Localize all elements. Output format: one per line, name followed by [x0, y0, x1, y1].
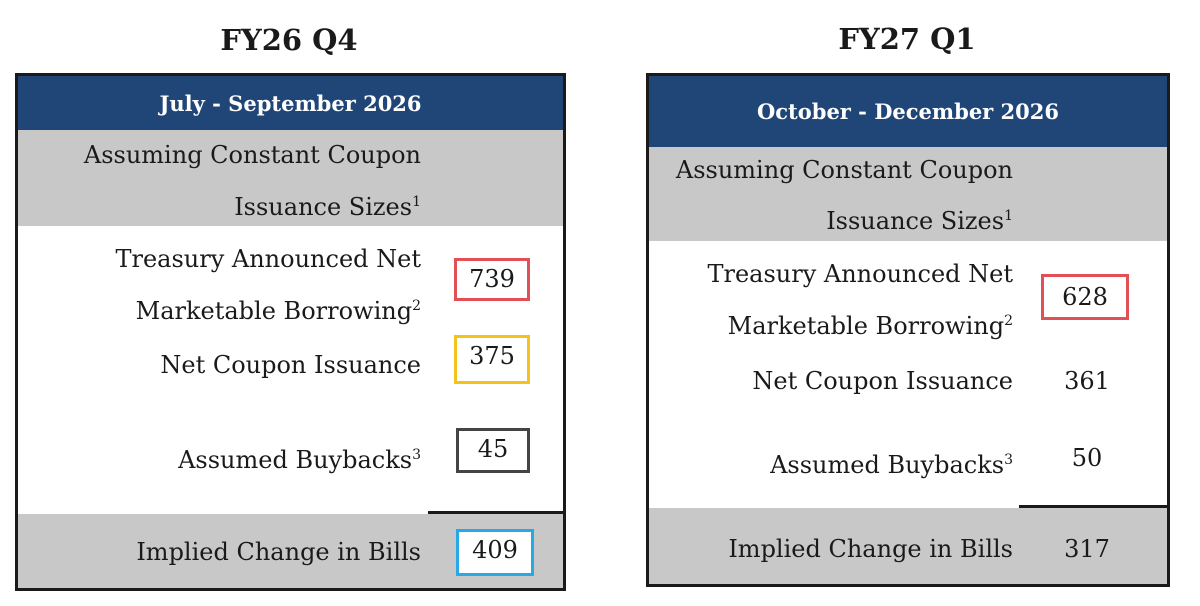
left-borrowing-label-line2: Marketable Borrowing2: [135, 297, 421, 325]
right-assumption-row: Assuming Constant Coupon Issuance Sizes1: [649, 147, 1167, 241]
left-coupon-value: 375: [454, 335, 530, 384]
left-bills-row: Implied Change in Bills 409: [18, 514, 563, 588]
left-panel-title: FY26 Q4: [220, 23, 358, 57]
left-period-header: July - September 2026: [18, 76, 563, 130]
right-coupon-value: 361: [1064, 367, 1110, 395]
right-bills-value: 317: [1064, 535, 1110, 563]
right-assumption-label-line2: Issuance Sizes1: [826, 207, 1013, 235]
left-borrowing-label-line1: Treasury Announced Net: [115, 245, 421, 273]
left-total-rule: [428, 511, 563, 514]
right-coupon-label: Net Coupon Issuance: [752, 367, 1013, 395]
right-assumption-label-line1: Assuming Constant Coupon: [675, 156, 1013, 184]
right-buybacks-label: Assumed Buybacks3: [770, 451, 1013, 479]
left-coupon-label: Net Coupon Issuance: [160, 351, 421, 379]
right-bills-label: Implied Change in Bills: [728, 535, 1013, 563]
right-panel-title: FY27 Q1: [838, 22, 976, 56]
left-assumption-label-line2: Issuance Sizes1: [234, 193, 421, 221]
right-period-header: October - December 2026: [649, 76, 1167, 147]
left-bills-label: Implied Change in Bills: [136, 538, 421, 566]
right-total-rule: [1019, 505, 1167, 508]
left-assumption-row: Assuming Constant Coupon Issuance Sizes1: [18, 130, 563, 226]
right-borrowing-label-line2: Marketable Borrowing2: [727, 312, 1013, 340]
right-borrowing-value: 628: [1041, 274, 1129, 320]
right-borrowing-label-line1: Treasury Announced Net: [707, 260, 1013, 288]
right-bills-row: Implied Change in Bills 317: [649, 508, 1167, 584]
left-borrowing-value: 739: [454, 258, 530, 301]
left-summary-table: July - September 2026 Assuming Constant …: [15, 73, 566, 591]
left-buybacks-label: Assumed Buybacks3: [178, 446, 421, 474]
left-bills-value: 409: [456, 529, 534, 576]
left-assumption-label-line1: Assuming Constant Coupon: [83, 141, 421, 169]
left-buybacks-value: 45: [456, 428, 530, 473]
right-buybacks-value: 50: [1071, 444, 1103, 472]
right-summary-table: October - December 2026 Assuming Constan…: [646, 73, 1170, 587]
